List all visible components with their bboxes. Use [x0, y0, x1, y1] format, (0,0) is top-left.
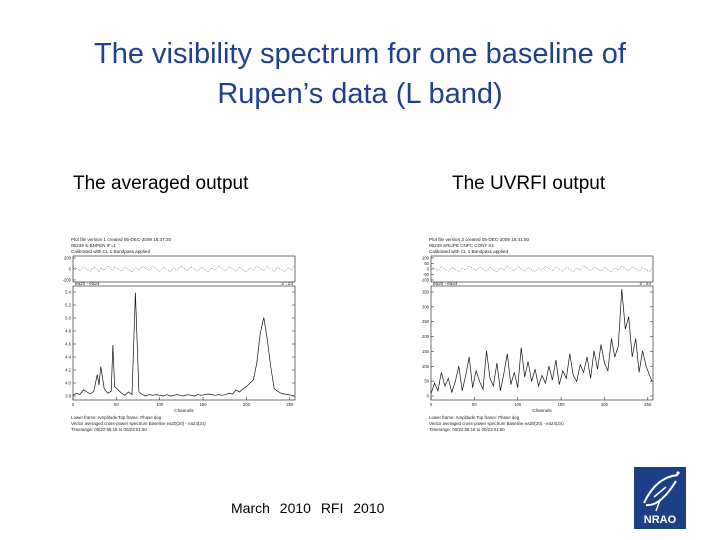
- phase-tick-label: -100: [421, 278, 430, 283]
- x-tick-label: 0: [430, 402, 433, 407]
- x-axis-label: Channels: [174, 408, 194, 413]
- phase-tick-label: -50: [423, 272, 430, 277]
- x-tick-label: 50: [114, 402, 119, 407]
- amplitude-tick-label: 3.8: [65, 394, 71, 399]
- plot-header-line: 06249 SRUPE CNFC CONT S1: [429, 243, 494, 248]
- amplitude-tick-label: 200: [422, 334, 430, 339]
- x-tick-label: 250: [644, 402, 652, 407]
- phase-series: [72, 265, 295, 273]
- amplitude-tick-label: 0: [427, 394, 430, 399]
- phase-tick-label: 50: [424, 261, 429, 266]
- amplitude-tick-label: 100: [422, 364, 430, 369]
- plot-footer-line: Vector averaged cross-power spectrum Bas…: [71, 421, 206, 426]
- phase-panel-frame: [72, 255, 296, 283]
- amplitude-series-line: [72, 292, 295, 397]
- amplitude-tick-label: 4.4: [65, 355, 71, 360]
- uvrfi-output-plot: Plot file version 3 created 05-DEC-2009 …: [421, 237, 654, 432]
- plot-header-line: Calibrated with CL 1 Bandpass applied: [71, 249, 150, 254]
- amplitude-tick-label: 4.6: [65, 342, 71, 347]
- x-tick-label: 50: [472, 402, 477, 407]
- x-tick-label: 200: [243, 402, 251, 407]
- x-axis-label: Channels: [532, 408, 552, 413]
- left-plot-label: The averaged output: [73, 173, 249, 194]
- amplitude-series-line: [430, 289, 653, 394]
- panel-right-label: 2 : 24: [282, 281, 294, 286]
- x-tick-label: 100: [514, 402, 522, 407]
- baseline-label: ea20 - ea24: [75, 281, 100, 286]
- nrao-logo: NRAO: [634, 467, 686, 529]
- amplitude-tick-label: 4.0: [65, 381, 71, 386]
- phase-tick-label: 0: [69, 267, 72, 272]
- plot-header-line: 06249 S-BNPEN IF=1: [71, 243, 117, 248]
- title-line-1: The visibility spectrum for one baseline…: [94, 38, 626, 70]
- amplitude-tick-label: 250: [422, 319, 430, 324]
- amplitude-tick-label: 5.4: [65, 290, 71, 295]
- plot-header-line: Plot file version 3 created 05-DEC-2009 …: [429, 237, 530, 242]
- title-line-2: Rupen’s data (L band): [217, 78, 503, 110]
- right-plot-label: The UVRFI output: [452, 173, 606, 194]
- plot-header-line: Plot file version 1 created 05-DEC-2009 …: [71, 237, 172, 242]
- baseline-label: ea20 - ea24: [433, 281, 458, 286]
- amplitude-tick-label: 300: [422, 304, 430, 309]
- phase-tick-label: 100: [422, 256, 430, 261]
- averaged-output-plot: Plot file version 1 created 05-DEC-2009 …: [63, 237, 296, 432]
- phase-tick-label: 200: [64, 256, 72, 261]
- amplitude-tick-label: 5.2: [65, 303, 71, 308]
- plot-footer-line: Timerange: 00/22:55:16 to 00/23:01:50: [71, 427, 147, 432]
- amplitude-panel-frame: [72, 285, 296, 401]
- panel-right-label: 2 : 24: [640, 281, 652, 286]
- amplitude-tick-label: 5.0: [65, 316, 71, 321]
- amplitude-tick-label: 150: [422, 349, 430, 354]
- plot-footer-line: Timerange: 00/22:55:16 to 00/23:01:50: [429, 427, 505, 432]
- x-tick-label: 150: [200, 402, 208, 407]
- amplitude-panel-frame: [430, 285, 654, 401]
- plot-footer-line: Lower frame: Amplitude Top frame: Phase …: [429, 415, 520, 420]
- phase-tick-label: 0: [427, 267, 430, 272]
- plot-footer-line: Lower frame: Amplitude Top frame: Phase …: [71, 415, 162, 420]
- amplitude-tick-label: 4.8: [65, 329, 71, 334]
- amplitude-tick-label: 50: [424, 379, 429, 384]
- logo-background: [634, 467, 686, 529]
- amplitude-tick-label: 350: [422, 290, 430, 295]
- phase-series: [430, 265, 653, 273]
- x-tick-label: 0: [72, 402, 75, 407]
- x-tick-label: 200: [601, 402, 609, 407]
- x-tick-label: 100: [156, 402, 164, 407]
- slide-footer: March 2010 RFI 2010: [231, 500, 385, 516]
- plot-footer-line: Vector averaged cross-power spectrum Bas…: [429, 421, 564, 426]
- phase-tick-label: -200: [63, 278, 72, 283]
- amplitude-tick-label: 4.2: [65, 368, 71, 373]
- plot-header-line: Calibrated with CL 1 Bandpass applied: [429, 249, 508, 254]
- slide-title: The visibility spectrum for one baseline…: [0, 34, 720, 114]
- x-tick-label: 250: [286, 402, 294, 407]
- x-tick-label: 150: [558, 402, 566, 407]
- logo-text: NRAO: [644, 514, 677, 526]
